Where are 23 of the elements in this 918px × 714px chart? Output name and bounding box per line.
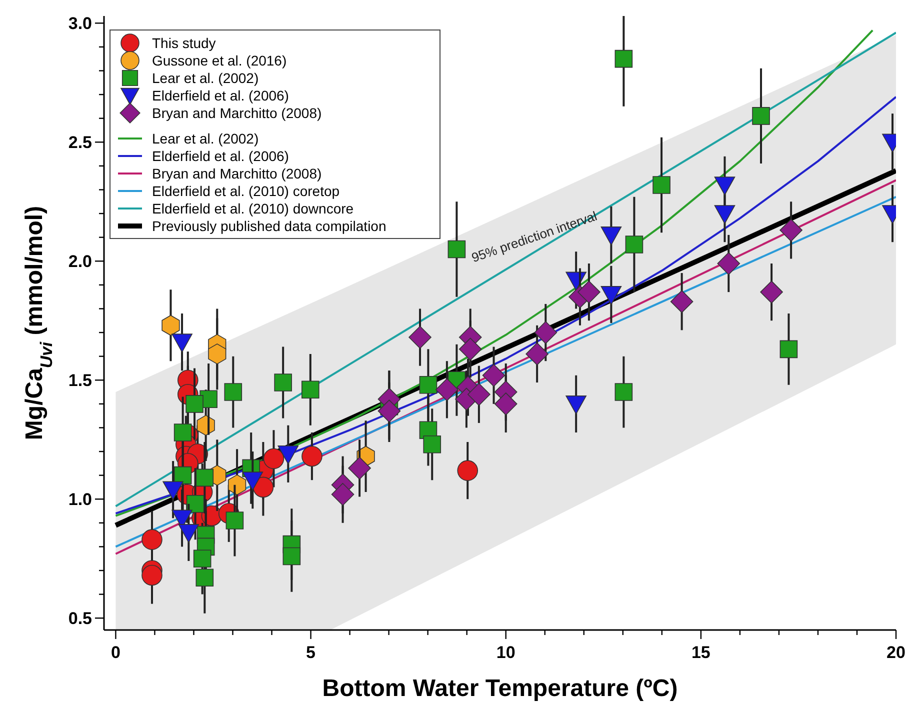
x-axis-title: Bottom Water Temperature (ºC) [322,675,678,702]
legend-label: Elderfield et al. (2010) downcore [152,200,354,216]
legend-label: Lear et al. (2002) [152,130,259,146]
y-tick-label: 1.5 [68,371,92,390]
legend-label: Elderfield et al. (2006) [152,87,289,104]
legend-label: Gussone et al. (2016) [152,52,287,68]
legend-label: This study [152,34,216,51]
y-tick-label: 2.0 [68,252,92,272]
legend-label: Previously published data compilation [152,218,386,234]
x-tick-label: 5 [306,643,316,662]
legend-label: Lear et al. (2002) [152,70,259,86]
legend-label: Bryan and Marchitto (2008) [152,104,322,121]
x-tick-label: 10 [496,643,516,662]
y-tick-label: 1.0 [68,490,92,510]
legend-label: Bryan and Marchitto (2008) [152,165,322,182]
x-tick-label: 15 [691,643,710,662]
x-tick-label: 0 [110,643,120,662]
y-tick-label: 0.5 [68,609,92,628]
x-tick-label: 20 [886,643,906,662]
legend-label: Elderfield et al. (2006) [152,148,289,164]
y-tick-label: 2.5 [68,133,92,152]
y-tick-label: 3.0 [68,14,92,34]
legend-label: Elderfield et al. (2010) coretop [152,182,340,199]
